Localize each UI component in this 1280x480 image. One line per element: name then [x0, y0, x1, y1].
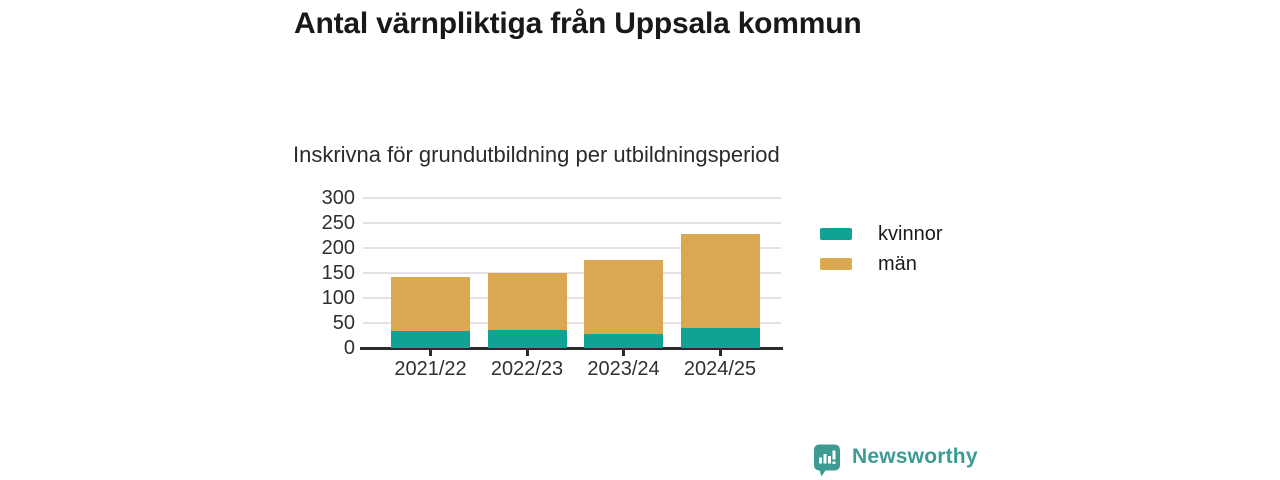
- bar-segment-män-2023/24: [584, 260, 663, 334]
- brand-footer: Newsworthy: [812, 443, 978, 479]
- legend-item-kvinnor: kvinnor: [820, 219, 942, 249]
- x-axis-tick-2022/23: [525, 349, 529, 356]
- brand-name: Newsworthy: [852, 445, 978, 468]
- gridline-150: [363, 272, 781, 274]
- gridline-50: [363, 322, 781, 324]
- bar-2023/24: [584, 260, 663, 348]
- y-axis-label-200: 200: [321, 237, 355, 259]
- y-axis-label-250: 250: [321, 212, 355, 234]
- y-axis-label-150: 150: [321, 262, 355, 284]
- x-axis-line: [360, 347, 783, 350]
- bar-2022/23: [487, 273, 567, 348]
- legend-item-män: män: [820, 249, 942, 279]
- legend-label-män: män: [878, 252, 917, 275]
- x-axis-tick-2021/22: [429, 349, 432, 356]
- bar-segment-män-2024/25: [680, 233, 760, 328]
- bar-segment-kvinnor-2022/23: [487, 329, 567, 348]
- legend-swatch-män: [820, 258, 852, 270]
- bar-2024/25: [680, 233, 760, 348]
- bar-segment-kvinnor-2023/24: [584, 333, 663, 348]
- bar-chart-speech-bubble-icon: [814, 444, 840, 477]
- gridline-200: [363, 247, 781, 249]
- x-axis-tick-2024/25: [718, 349, 722, 356]
- plot-area: [360, 197, 783, 350]
- bar-segment-män-2021/22: [391, 276, 470, 331]
- bar-segment-män-2022/23: [487, 273, 567, 330]
- bar-segment-kvinnor-2024/25: [680, 327, 760, 348]
- gridline-300: [363, 197, 781, 199]
- chart-title: Antal värnpliktiga från Uppsala kommun: [294, 7, 862, 40]
- y-axis-label-300: 300: [321, 187, 355, 209]
- chart-legend: kvinnor män: [820, 219, 942, 279]
- legend-swatch-kvinnor: [820, 228, 852, 240]
- gridline-250: [363, 222, 781, 224]
- x-axis-label-2024/25: 2024/25: [683, 358, 757, 380]
- y-axis-label-100: 100: [321, 287, 355, 309]
- x-axis-label-2021/22: 2021/22: [394, 358, 467, 380]
- y-axis-label-50: 50: [332, 312, 355, 334]
- chart-subtitle: Inskrivna för grundutbildning per utbild…: [293, 142, 780, 167]
- x-axis-label-2022/23: 2022/23: [490, 358, 564, 380]
- y-axis-label-0: 0: [343, 337, 355, 359]
- bar-segment-kvinnor-2021/22: [391, 330, 470, 348]
- bar-2021/22: [391, 276, 470, 348]
- x-axis-label-2023/24: 2023/24: [587, 358, 660, 380]
- legend-label-kvinnor: kvinnor: [878, 222, 943, 245]
- gridline-100: [363, 297, 781, 299]
- x-axis-tick-2023/24: [622, 349, 625, 356]
